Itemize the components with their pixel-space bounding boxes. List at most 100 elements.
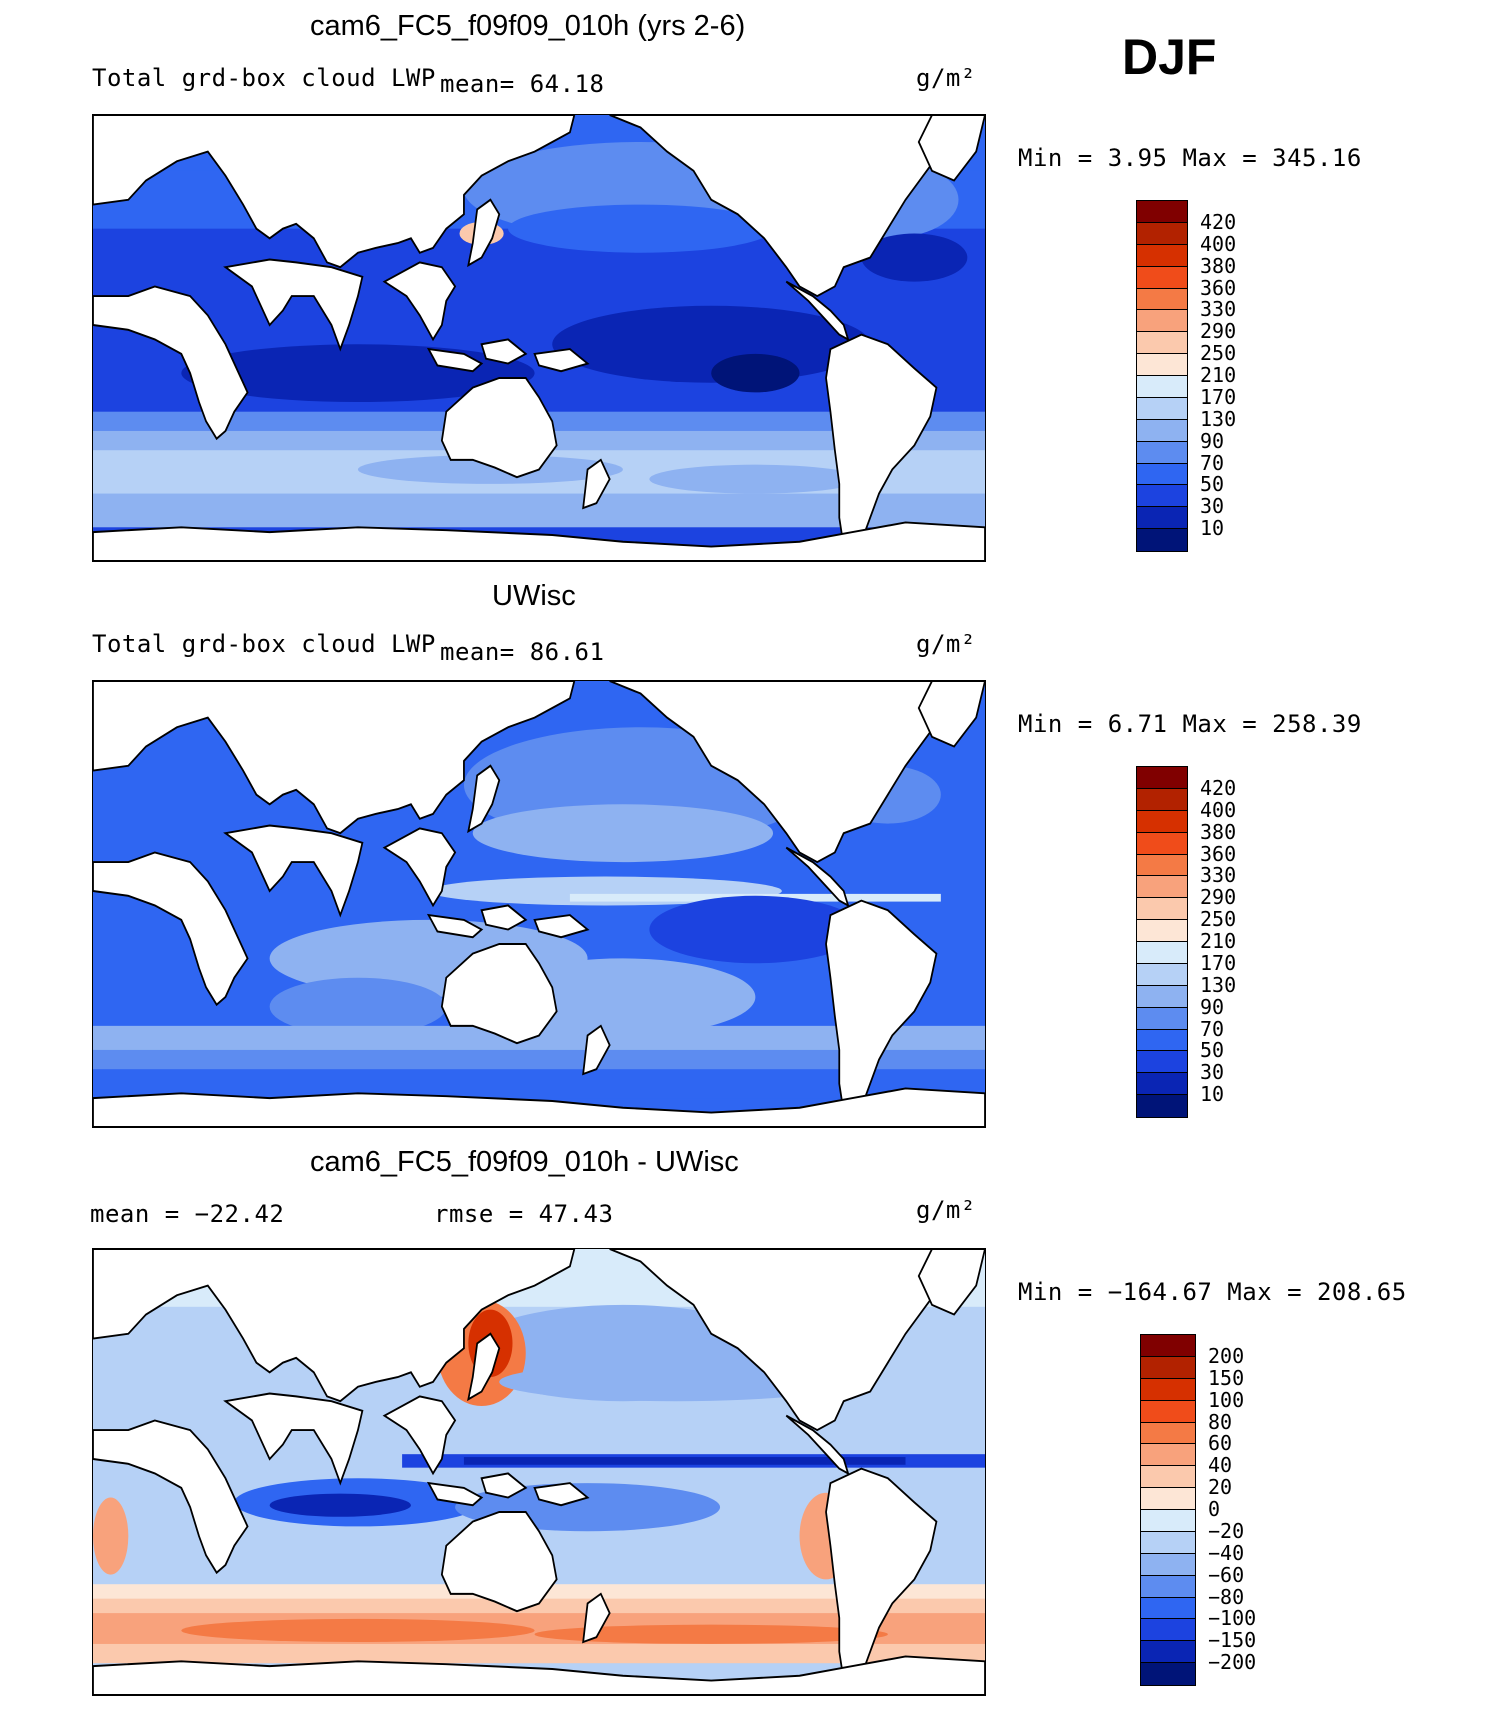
colorbar-segment bbox=[1137, 1029, 1187, 1052]
colorbar-label: −60 bbox=[1208, 1562, 1245, 1587]
colorbar-segment bbox=[1137, 419, 1187, 442]
colorbar-label: 420 bbox=[1200, 209, 1237, 234]
colorbar-segment bbox=[1137, 507, 1187, 530]
colorbar-label: 380 bbox=[1200, 253, 1237, 278]
colorbar-label: −80 bbox=[1208, 1584, 1245, 1609]
map-model bbox=[92, 114, 986, 562]
colorbar-label: 150 bbox=[1208, 1365, 1245, 1390]
colorbar-label: 130 bbox=[1200, 406, 1237, 431]
colorbar-segment bbox=[1137, 1073, 1187, 1096]
colorbar-segment bbox=[1141, 1466, 1195, 1489]
colorbar-label: 10 bbox=[1200, 516, 1225, 541]
colorbar-segment bbox=[1141, 1531, 1195, 1554]
units-label: g/m² bbox=[916, 64, 976, 92]
panel-title: UWisc bbox=[492, 580, 576, 612]
colorbar-segment bbox=[1141, 1356, 1195, 1379]
colorbar-segment bbox=[1137, 810, 1187, 833]
colorbar-segment bbox=[1137, 1095, 1187, 1117]
colorbar-labels-diff: 200 150 100 80 60 40 20 0 −20 −40 −60 −80 −100 −150 −2… bbox=[1208, 1334, 1298, 1684]
colorbar-segment bbox=[1141, 1663, 1195, 1685]
colorbar-labels-model: 420 400 380 360 330 290 250 210 170 130 90 70 50 30 10 bbox=[1200, 200, 1280, 550]
colorbar-segment bbox=[1141, 1444, 1195, 1467]
colorbar-segment bbox=[1137, 441, 1187, 464]
colorbar-label: 170 bbox=[1200, 950, 1237, 975]
colorbar-segment bbox=[1137, 854, 1187, 877]
colorbar-segment bbox=[1137, 288, 1187, 311]
colorbar-label: 80 bbox=[1208, 1409, 1233, 1434]
colorbar-label: 30 bbox=[1200, 1060, 1225, 1085]
panel-title: cam6_FC5_f09f09_010h (yrs 2-6) bbox=[310, 10, 746, 42]
colorbar-segment bbox=[1141, 1597, 1195, 1620]
colorbar-segment bbox=[1137, 485, 1187, 508]
colorbar-segment bbox=[1141, 1619, 1195, 1642]
colorbar-segment bbox=[1141, 1422, 1195, 1445]
colorbar-label: −40 bbox=[1208, 1540, 1245, 1565]
colorbar-segment bbox=[1141, 1335, 1195, 1357]
colorbar-segment bbox=[1137, 222, 1187, 245]
colorbar-label: 20 bbox=[1208, 1475, 1233, 1500]
colorbar-label: −100 bbox=[1208, 1606, 1257, 1631]
colorbar-label: 400 bbox=[1200, 797, 1237, 822]
mean-label: mean= 86.61 bbox=[440, 638, 605, 666]
colorbar-segment bbox=[1137, 920, 1187, 942]
colorbar-segment bbox=[1141, 1488, 1195, 1510]
colorbar-label: 400 bbox=[1200, 231, 1237, 256]
colorbar-label: 360 bbox=[1200, 275, 1237, 300]
colorbar-label: −20 bbox=[1208, 1518, 1245, 1543]
units-label: g/m² bbox=[916, 630, 976, 658]
colorbar-label: 200 bbox=[1208, 1343, 1245, 1368]
variable-label: Total grd-box cloud LWP bbox=[92, 630, 436, 658]
colorbar-segment bbox=[1137, 832, 1187, 855]
colorbar-label: 60 bbox=[1208, 1431, 1233, 1456]
colorbar-label: 330 bbox=[1200, 297, 1237, 322]
colorbar-segment bbox=[1137, 376, 1187, 398]
colorbar-segment bbox=[1137, 876, 1187, 899]
season-label: DJF bbox=[1122, 29, 1217, 85]
colorbar-segment bbox=[1137, 767, 1187, 789]
variable-label: Total grd-box cloud LWP bbox=[92, 64, 436, 92]
colorbar-label: 130 bbox=[1200, 972, 1237, 997]
map-obs bbox=[92, 680, 986, 1128]
colorbar-segment bbox=[1137, 963, 1187, 986]
colorbar-diff bbox=[1140, 1334, 1196, 1686]
colorbar-label: 100 bbox=[1208, 1387, 1245, 1412]
colorbar-segment bbox=[1141, 1378, 1195, 1401]
units-label: g/m² bbox=[916, 1196, 976, 1224]
colorbar-segment bbox=[1137, 266, 1187, 289]
colorbar-segment bbox=[1141, 1510, 1195, 1532]
panel-title: cam6_FC5_f09f09_010h - UWisc bbox=[310, 1146, 739, 1178]
minmax-label: Min = 6.71 Max = 258.39 bbox=[1018, 710, 1362, 738]
colorbar-label: 30 bbox=[1200, 494, 1225, 519]
colorbar-label: 420 bbox=[1200, 775, 1237, 800]
colorbar-label: 290 bbox=[1200, 319, 1237, 344]
colorbar-label: −200 bbox=[1208, 1650, 1257, 1675]
colorbar-label: 330 bbox=[1200, 863, 1237, 888]
colorbar-label: 70 bbox=[1200, 1016, 1225, 1041]
colorbar-segment bbox=[1137, 332, 1187, 355]
colorbar-label: 70 bbox=[1200, 450, 1225, 475]
colorbar-segment bbox=[1137, 1051, 1187, 1074]
colorbar-segment bbox=[1137, 463, 1187, 486]
colorbar-segment bbox=[1137, 244, 1187, 267]
colorbar-label: −150 bbox=[1208, 1628, 1257, 1653]
colorbar-segment bbox=[1137, 1007, 1187, 1030]
minmax-label: Min = 3.95 Max = 345.16 bbox=[1018, 144, 1362, 172]
colorbar-segment bbox=[1141, 1400, 1195, 1423]
colorbar-label: 170 bbox=[1200, 384, 1237, 409]
mean-label: mean = −22.42 bbox=[90, 1200, 285, 1228]
mean-label: mean= 64.18 bbox=[440, 70, 605, 98]
colorbar-segment bbox=[1137, 788, 1187, 811]
colorbar-labels-obs: 420 400 380 360 330 290 250 210 170 130 90 70 50 30 10 bbox=[1200, 766, 1280, 1116]
colorbar-segment bbox=[1137, 354, 1187, 376]
colorbar-label: 50 bbox=[1200, 1038, 1225, 1063]
rmse-label: rmse = 47.43 bbox=[434, 1200, 614, 1228]
colorbar-label: 90 bbox=[1200, 428, 1225, 453]
colorbar-label: 40 bbox=[1208, 1453, 1233, 1478]
colorbar-label: 210 bbox=[1200, 363, 1237, 387]
colorbar-label: 360 bbox=[1200, 841, 1237, 866]
colorbar-label: 250 bbox=[1200, 341, 1237, 366]
colorbar-label: 210 bbox=[1200, 929, 1237, 953]
colorbar-obs bbox=[1136, 766, 1188, 1118]
colorbar-label: 250 bbox=[1200, 907, 1237, 932]
colorbar-segment bbox=[1137, 397, 1187, 420]
